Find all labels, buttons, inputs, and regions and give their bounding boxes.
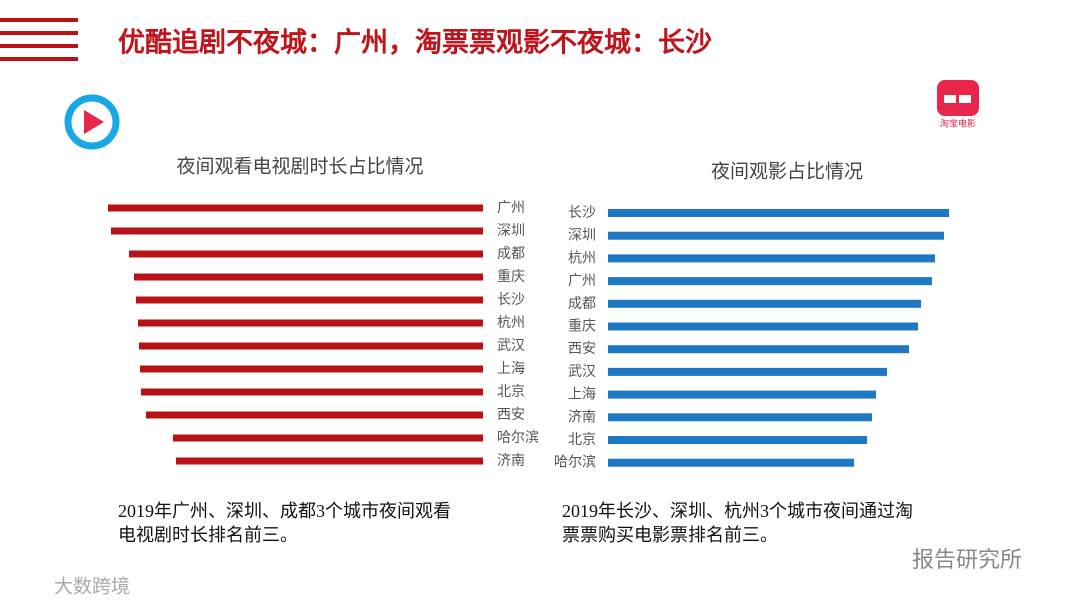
category-label: 重庆 [568, 319, 596, 335]
category-label: 武汉 [568, 364, 596, 380]
stripe [0, 31, 78, 35]
bar [146, 411, 483, 419]
caption: 票票购买电影票排名前三。 [562, 525, 778, 545]
category-label: 长沙 [568, 205, 596, 221]
bar [608, 367, 887, 376]
logo-text: 淘宝电影 [940, 118, 976, 130]
category-label: 杭州 [497, 315, 525, 331]
category-label: 西安 [497, 407, 525, 423]
youku-logo [64, 94, 120, 150]
caption: 电视剧时长排名前三。 [118, 525, 298, 545]
watermark: 报告研究所 [912, 548, 1022, 573]
bar [139, 342, 483, 350]
category-label: 北京 [568, 432, 596, 448]
bar [608, 299, 921, 308]
bar [138, 319, 483, 327]
category-label: 深圳 [568, 228, 596, 244]
category-label: 哈尔滨 [497, 430, 539, 446]
category-label: 上海 [568, 387, 596, 403]
bar [136, 296, 483, 304]
bar [608, 209, 949, 217]
category-label: 武汉 [497, 338, 525, 354]
category-label: 广州 [568, 273, 596, 289]
category-label: 重庆 [497, 269, 525, 285]
category-label: 成都 [497, 246, 525, 262]
bar [173, 434, 483, 442]
category-label: 成都 [568, 296, 596, 312]
category-label: 济南 [568, 409, 596, 425]
bar [608, 413, 872, 422]
bar [608, 436, 867, 444]
stripe [0, 44, 78, 48]
bar [608, 458, 854, 467]
bar [176, 457, 483, 465]
category-label: 哈尔滨 [554, 455, 596, 471]
category-label: 济南 [497, 453, 525, 469]
bar [608, 345, 909, 354]
bar [140, 365, 483, 373]
bar [608, 390, 876, 399]
slide-title: 优酷追剧不夜城：广州，淘票票观影不夜城：长沙 [118, 27, 712, 59]
stripe [0, 57, 78, 61]
category-label: 北京 [497, 384, 525, 400]
bar [608, 231, 944, 240]
category-label: 西安 [568, 341, 596, 357]
bar [141, 388, 483, 396]
bar [608, 277, 932, 286]
bar [608, 322, 918, 331]
category-label: 长沙 [497, 292, 525, 308]
chart-title: 夜间观看电视剧时长占比情况 [176, 156, 423, 178]
bar [129, 250, 483, 258]
caption: 2019年长沙、深圳、杭州3个城市夜间通过淘 [562, 501, 913, 521]
bar [134, 273, 483, 281]
category-label: 广州 [497, 200, 525, 216]
watermark: 大数跨境 [54, 576, 130, 598]
chart-title: 夜间观影占比情况 [711, 161, 863, 183]
bar [608, 254, 935, 263]
stripe [0, 18, 78, 22]
caption: 2019年广州、深圳、成都3个城市夜间观看 [118, 501, 451, 521]
category-label: 杭州 [568, 250, 596, 266]
bar [108, 204, 483, 212]
taopiaopiao-logo: 淘宝电影 [937, 80, 979, 130]
category-label: 深圳 [497, 223, 525, 239]
category-label: 上海 [497, 361, 525, 377]
bar [111, 227, 483, 235]
